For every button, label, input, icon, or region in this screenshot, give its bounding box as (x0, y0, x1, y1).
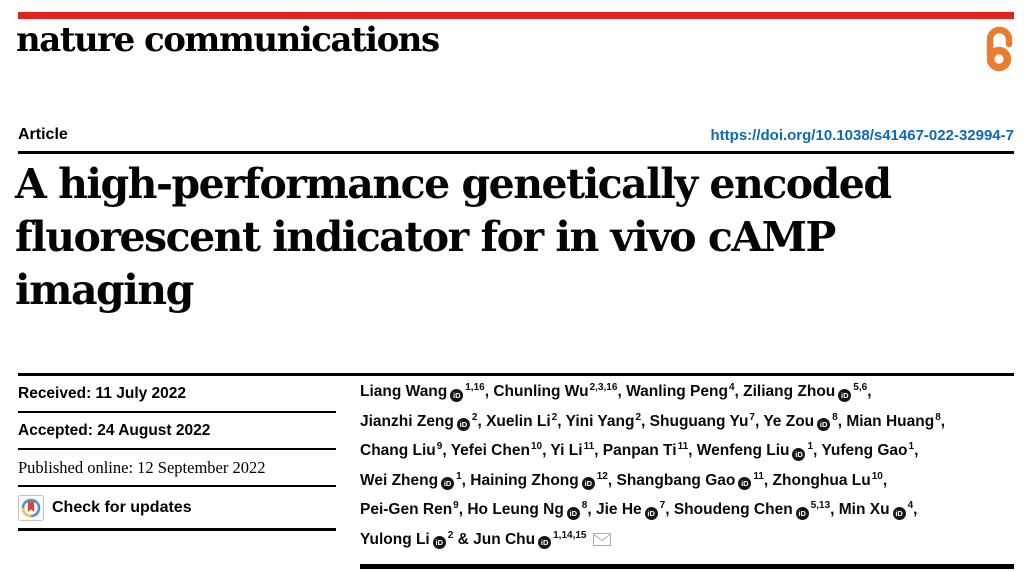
author: Jianzhi Zeng iD2 (360, 411, 478, 431)
orcid-icon[interactable]: iD (581, 477, 595, 490)
metadata-column: Received: 11 July 2022 Accepted: 24 Augu… (18, 376, 336, 531)
affiliation-superscript: 10 (871, 470, 883, 482)
orcid-icon[interactable]: iD (644, 506, 658, 520)
author: Chang Liu9 (360, 441, 443, 459)
received-date-text: Received: 11 July 2022 (18, 384, 187, 402)
affiliation-superscript: 1 (908, 441, 915, 452)
author: Ho Leung Ng iD8 (467, 500, 588, 520)
accepted-date-text: Accepted: 24 August 2022 (18, 421, 211, 439)
email-envelope-icon[interactable] (592, 532, 611, 546)
title-line: A high-performance genetically encoded (15, 160, 892, 208)
author: Zhonghua Lu10 (772, 470, 883, 489)
affiliation-superscript: 9 (453, 500, 459, 511)
affiliation-superscript: 8 (581, 500, 588, 511)
orcid-icon[interactable]: iD (795, 506, 809, 520)
author: Yefei Chen10 (450, 441, 543, 459)
received-date: Received: 11 July 2022 (18, 376, 336, 413)
abstract-divider-rule (360, 564, 1014, 569)
brand-red-bar (18, 12, 1014, 19)
open-access-icon[interactable] (982, 24, 1016, 77)
orcid-icon[interactable]: iD (817, 418, 831, 431)
author: Mian Huang8 (846, 411, 941, 430)
orcid-icon[interactable]: iD (566, 506, 580, 520)
author: Jie He iD7 (595, 500, 666, 520)
author: Yi Li11 (550, 441, 595, 459)
doi-link[interactable]: https://doi.org/10.1038/s41467-022-32994… (710, 127, 1015, 144)
authors-block: Liang Wang iD1,16, Chunling Wu2,3,16, Wan… (360, 378, 1020, 555)
affiliation-superscript: 11 (677, 441, 689, 452)
affiliation-superscript: 1,14,15 (553, 529, 587, 541)
orcid-icon[interactable]: iD (432, 536, 446, 549)
affiliation-superscript: 2 (447, 529, 454, 541)
author: Wei Zheng iD1 (360, 470, 462, 490)
title-line: fluorescent indicator for in vivo cAMP (15, 213, 836, 261)
orcid-icon[interactable]: iD (892, 506, 906, 520)
orcid-icon[interactable]: iD (792, 447, 806, 461)
author: Chunling Wu2,3,16 (493, 382, 618, 400)
accepted-date: Accepted: 24 August 2022 (18, 413, 336, 450)
affiliation-superscript: 9 (436, 441, 443, 452)
affiliation-superscript: 1 (456, 470, 462, 482)
author-list: Liang Wang iD1,16, Chunling Wu2,3,16, Wan… (360, 382, 946, 549)
affiliation-superscript: 1 (807, 441, 814, 452)
affiliation-superscript: 8 (832, 411, 838, 423)
published-date: Published online: 12 September 2022 (18, 450, 336, 487)
author: Pei-Gen Ren9 (360, 500, 459, 518)
crossmark-icon (18, 494, 44, 521)
affiliation-superscript: 11 (583, 441, 595, 452)
author: Wanling Peng4 (626, 382, 735, 400)
author: Xuelin Li2 (486, 411, 558, 430)
author: Jun Chu iD1,14,15 (473, 529, 587, 549)
author: Min Xu iD4 (838, 500, 914, 520)
check-for-updates-row: Check for updates (18, 487, 336, 531)
affiliation-superscript: 5,6 (853, 382, 868, 393)
article-title: A high-performance genetically encoded fl… (15, 158, 1005, 317)
author: Haining Zhong iD12 (470, 470, 608, 490)
check-for-updates-button[interactable]: Check for updates (18, 494, 192, 521)
orcid-icon[interactable]: iD (738, 477, 752, 490)
affiliation-superscript: 5,13 (810, 500, 831, 511)
author: Wenfeng Liu iD1 (696, 441, 814, 461)
affiliation-superscript: 11 (753, 470, 764, 482)
orcid-icon[interactable]: iD (838, 388, 852, 402)
affiliation-superscript: 8 (935, 411, 941, 423)
orcid-icon[interactable]: iD (450, 388, 464, 402)
journal-logo: nature communications (16, 20, 440, 60)
article-type-label: Article (18, 126, 68, 143)
author: Yulong Li iD2 (360, 529, 454, 549)
affiliation-superscript: 12 (596, 470, 608, 482)
affiliation-superscript: 7 (659, 500, 666, 511)
affiliation-superscript: 7 (749, 411, 755, 423)
orcid-icon[interactable]: iD (456, 418, 470, 431)
affiliation-superscript: 4 (907, 500, 914, 511)
affiliation-superscript: 10 (530, 441, 543, 452)
author: Shangbang Gao iD11 (616, 470, 764, 490)
published-date-text: Published online: 12 September 2022 (18, 457, 266, 477)
author: Yini Yang2 (565, 411, 642, 430)
title-line: imaging (15, 266, 194, 314)
affiliation-superscript: 2 (551, 411, 558, 423)
author: Ye Zou iD8 (763, 411, 838, 431)
header-rule (18, 151, 1014, 154)
author: Shuguang Yu7 (649, 411, 755, 430)
affiliation-superscript: 2,3,16 (589, 382, 618, 393)
orcid-icon[interactable]: iD (538, 536, 552, 549)
author: Ziliang Zhou iD5,6 (743, 382, 868, 402)
affiliation-superscript: 2 (471, 411, 478, 423)
author: Panpan Ti11 (602, 441, 689, 459)
check-for-updates-label: Check for updates (52, 498, 192, 516)
affiliation-superscript: 2 (635, 411, 642, 423)
author: Yufeng Gao1 (821, 441, 915, 459)
affiliation-superscript: 4 (728, 382, 735, 393)
orcid-icon[interactable]: iD (441, 477, 455, 490)
affiliation-superscript: 1,16 (465, 382, 485, 393)
section-rule (18, 373, 1014, 376)
author: Liang Wang iD1,16 (360, 382, 485, 402)
author: Shoudeng Chen iD5,13 (673, 500, 831, 520)
